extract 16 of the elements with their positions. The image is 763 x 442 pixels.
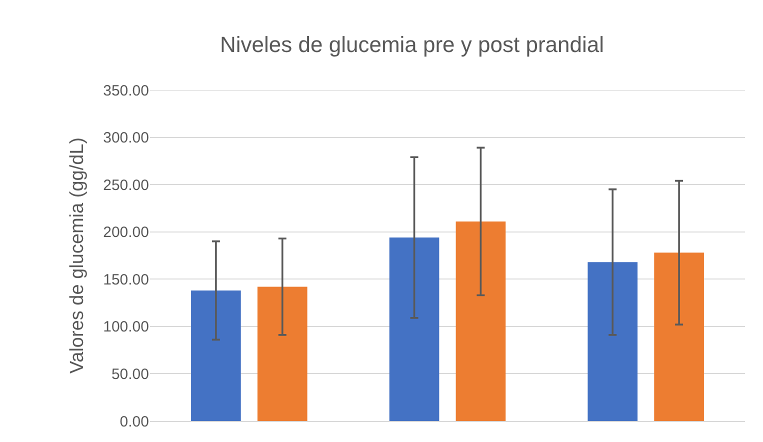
y-axis-title: Valores de glucemia (gg/dL) bbox=[66, 137, 88, 374]
y-tick-label: 300.00 bbox=[103, 130, 149, 147]
y-tick-label: 350.00 bbox=[103, 82, 149, 100]
chart-title: Niveles de glucemia pre y post prandial bbox=[220, 32, 604, 57]
bar bbox=[257, 286, 308, 421]
bar bbox=[456, 221, 506, 421]
bar bbox=[654, 252, 704, 421]
y-tick-label: 150.00 bbox=[103, 271, 149, 288]
y-tick-label: 50.00 bbox=[111, 366, 149, 383]
y-tick-label: 250.00 bbox=[103, 176, 149, 194]
bar bbox=[191, 290, 241, 421]
y-tick-label: 100.00 bbox=[103, 318, 149, 336]
bar bbox=[389, 238, 440, 421]
y-tick-label: 0.00 bbox=[120, 413, 149, 430]
y-tick-label: 200.00 bbox=[103, 224, 149, 242]
bar bbox=[588, 262, 638, 421]
